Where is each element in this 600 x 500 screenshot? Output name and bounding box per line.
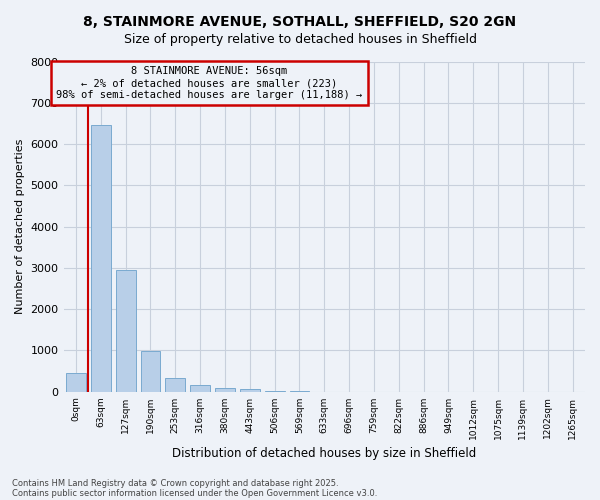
Bar [66, 372, 86, 392]
X-axis label: Distribution of detached houses by size in Sheffield: Distribution of detached houses by size … [172, 447, 476, 460]
Text: 8, STAINMORE AVENUE, SOTHALL, SHEFFIELD, S20 2GN: 8, STAINMORE AVENUE, SOTHALL, SHEFFIELD,… [83, 15, 517, 29]
Bar [140, 351, 160, 392]
Bar [116, 270, 136, 392]
Text: Contains HM Land Registry data © Crown copyright and database right 2025.: Contains HM Land Registry data © Crown c… [12, 478, 338, 488]
Text: Size of property relative to detached houses in Sheffield: Size of property relative to detached ho… [124, 32, 476, 46]
Bar [215, 388, 235, 392]
Text: Contains public sector information licensed under the Open Government Licence v3: Contains public sector information licen… [12, 488, 377, 498]
Text: 8 STAINMORE AVENUE: 56sqm
← 2% of detached houses are smaller (223)
98% of semi-: 8 STAINMORE AVENUE: 56sqm ← 2% of detach… [56, 66, 362, 100]
Bar [240, 389, 260, 392]
Bar [91, 126, 111, 392]
Y-axis label: Number of detached properties: Number of detached properties [15, 139, 25, 314]
Bar [166, 378, 185, 392]
Bar [265, 391, 284, 392]
Bar [190, 385, 210, 392]
